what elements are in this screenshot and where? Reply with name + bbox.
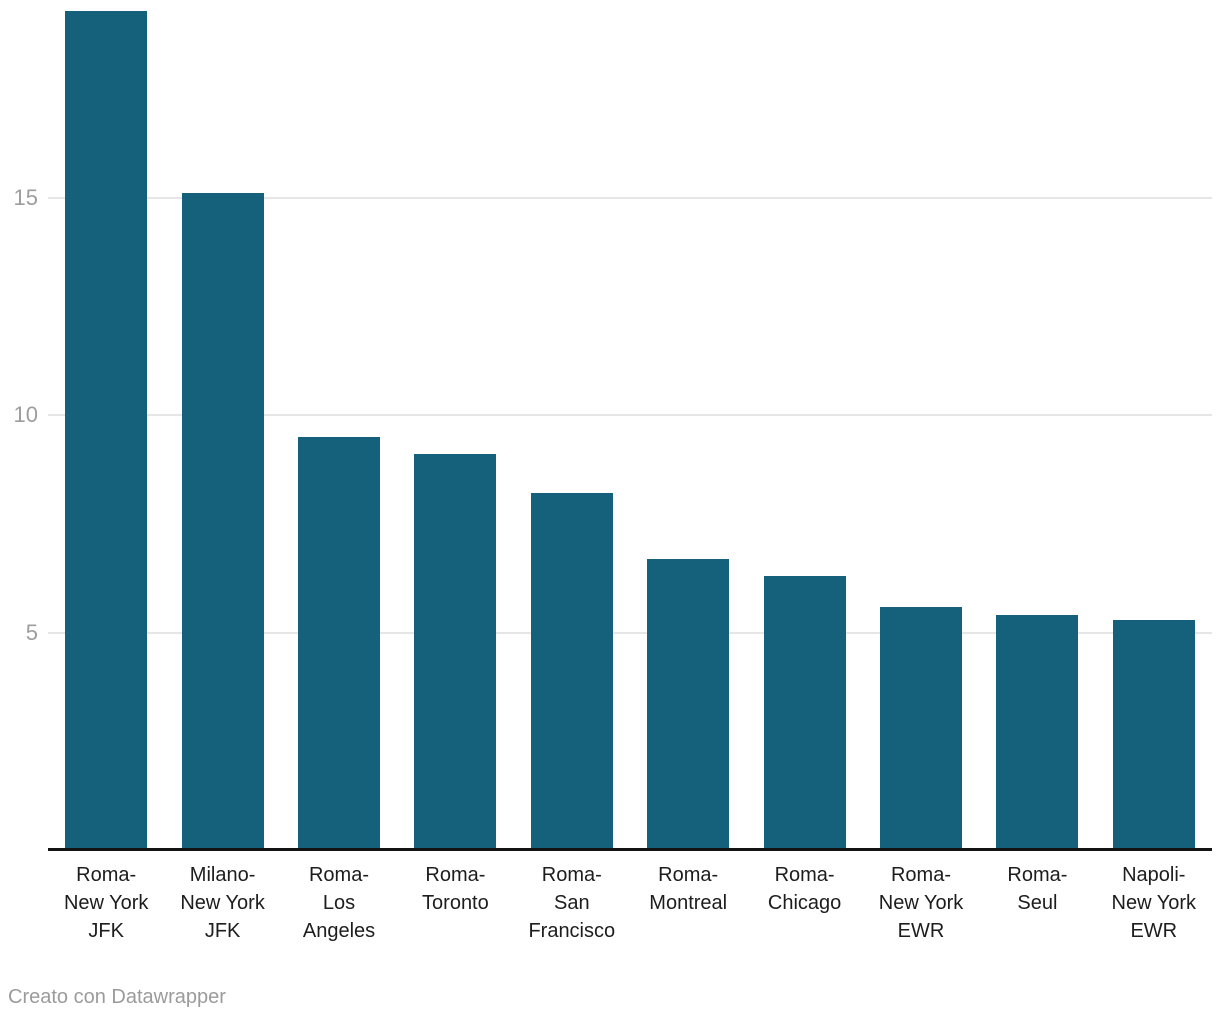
bar[interactable]: [996, 615, 1079, 849]
bar[interactable]: [763, 576, 846, 849]
bar[interactable]: [880, 606, 962, 849]
gridline: [48, 196, 1212, 199]
y-axis-tick-label: 5: [25, 619, 38, 645]
x-axis-label: Roma- Los Angeles: [302, 864, 376, 942]
x-axis-label: Milano- New York JFK: [180, 864, 265, 942]
bar[interactable]: [414, 454, 497, 849]
x-axis-label: Napoli- New York EWR: [1111, 864, 1197, 942]
gridline: [48, 414, 1212, 417]
x-axis-label: Roma- San Francisco: [528, 864, 616, 942]
bar[interactable]: [1112, 619, 1195, 849]
bar[interactable]: [65, 10, 148, 849]
x-axis-line: [48, 848, 1212, 851]
x-axis-label: Roma- Seul: [1007, 864, 1068, 914]
x-axis-label: Roma- Toronto: [422, 864, 489, 914]
gridline: [48, 631, 1212, 634]
datawrapper-attribution-link[interactable]: Creato con Datawrapper: [8, 986, 226, 1008]
x-axis-label: Roma- Montreal: [649, 864, 728, 914]
bar[interactable]: [530, 493, 613, 849]
bar[interactable]: [647, 558, 730, 849]
bar[interactable]: [181, 193, 264, 849]
bar[interactable]: [298, 436, 380, 849]
y-axis-tick-label: 15: [13, 184, 38, 210]
x-axis-label: Roma- New York JFK: [63, 864, 149, 942]
y-axis-tick-label: 10: [13, 402, 38, 428]
x-axis-label: Roma- New York EWR: [878, 864, 964, 942]
x-axis-label: Roma- Chicago: [767, 864, 842, 914]
